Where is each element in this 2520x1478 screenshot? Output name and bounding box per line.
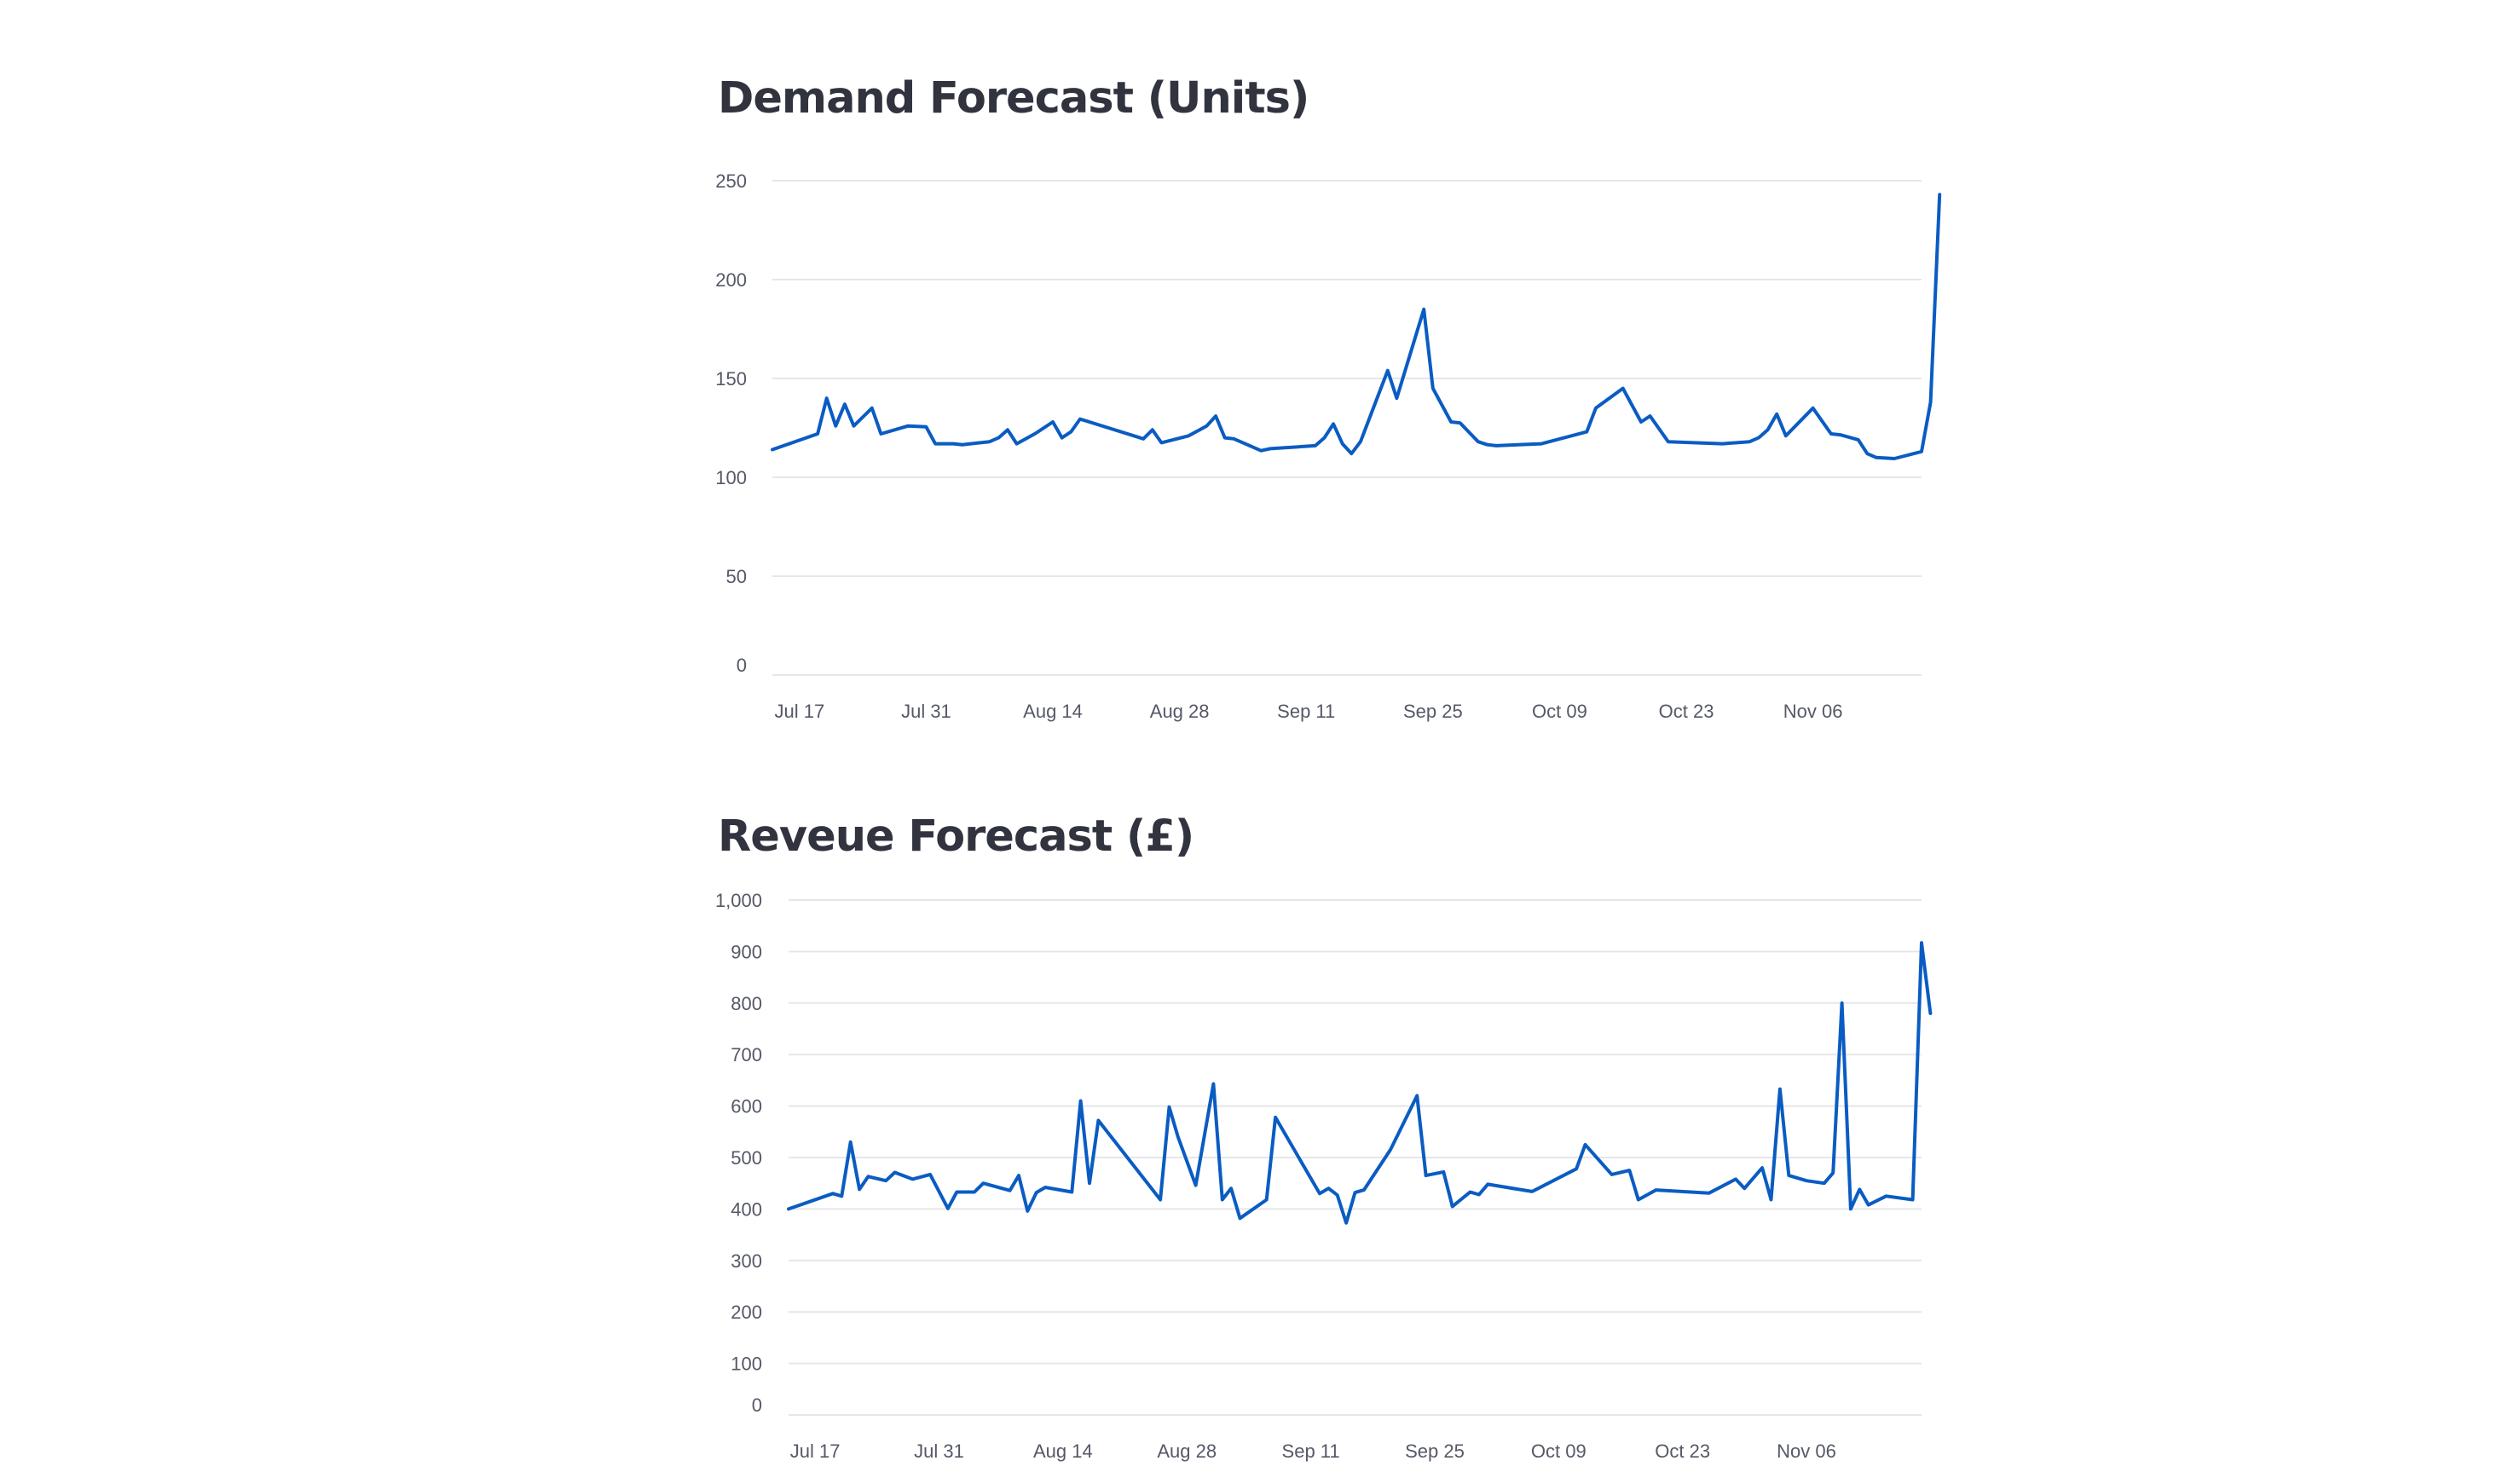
- demand-x-tick-label: Sep 25: [1403, 701, 1463, 722]
- revenue-x-tick-label: Nov 06: [1777, 1440, 1836, 1462]
- revenue-y-tick-label: 900: [731, 941, 762, 962]
- revenue-x-tick-label: Sep 11: [1282, 1440, 1340, 1462]
- demand-y-tick-label: 250: [715, 170, 747, 192]
- demand-series-line[interactable]: [771, 193, 1942, 460]
- revenue-y-tick-label: 0: [752, 1394, 762, 1416]
- demand-y-tick-label: 200: [715, 269, 747, 291]
- revenue-x-tick-label: Oct 23: [1655, 1440, 1710, 1462]
- revenue-y-tick-label: 400: [731, 1198, 762, 1220]
- revenue-x-tick-label: Sep 25: [1405, 1440, 1465, 1462]
- demand-x-tick-label: Oct 09: [1532, 701, 1587, 722]
- revenue-y-tick-label: 300: [731, 1250, 762, 1272]
- demand-chart-title: Demand Forecast (Units): [718, 73, 1309, 124]
- demand-y-tick-label: 50: [726, 566, 747, 587]
- revenue-y-tick-label: 1,000: [715, 890, 762, 911]
- revenue-y-tick-label: 500: [731, 1147, 762, 1169]
- revenue-x-tick-label: Oct 09: [1531, 1440, 1587, 1462]
- demand-y-tick-label: 100: [715, 467, 747, 488]
- demand-x-tick-label: Aug 14: [1023, 701, 1083, 722]
- demand-x-tick-label: Nov 06: [1783, 701, 1843, 722]
- demand-y-tick-label: 150: [715, 368, 747, 390]
- revenue-x-tick-label: Aug 14: [1033, 1440, 1093, 1462]
- revenue-series-line[interactable]: [787, 941, 1933, 1225]
- revenue-y-tick-label: 100: [731, 1354, 762, 1375]
- demand-y-tick-label: 0: [737, 655, 747, 676]
- revenue-x-tick-label: Aug 28: [1157, 1440, 1217, 1462]
- revenue-x-tick-label: Jul 31: [914, 1440, 964, 1462]
- demand-x-tick-label: Oct 23: [1659, 701, 1714, 722]
- demand-x-tick-label: Jul 31: [901, 701, 951, 722]
- demand-x-tick-label: Jul 17: [774, 701, 824, 722]
- revenue-y-tick-label: 800: [731, 993, 762, 1014]
- revenue-chart-title: Reveue Forecast (£): [718, 811, 1194, 862]
- demand-x-tick-label: Aug 28: [1150, 701, 1210, 722]
- revenue-y-tick-label: 600: [731, 1096, 762, 1117]
- revenue-y-tick-label: 200: [731, 1302, 762, 1323]
- demand-x-tick-label: Sep 11: [1277, 701, 1335, 722]
- revenue-x-tick-label: Jul 17: [790, 1440, 841, 1462]
- demand-forecast-chart[interactable]: 0 50 100 150 200 250 Jul 17 Jul 31 Aug 14 Aug 28 S…: [0, 0, 2520, 750]
- revenue-y-tick-label: 700: [731, 1044, 762, 1065]
